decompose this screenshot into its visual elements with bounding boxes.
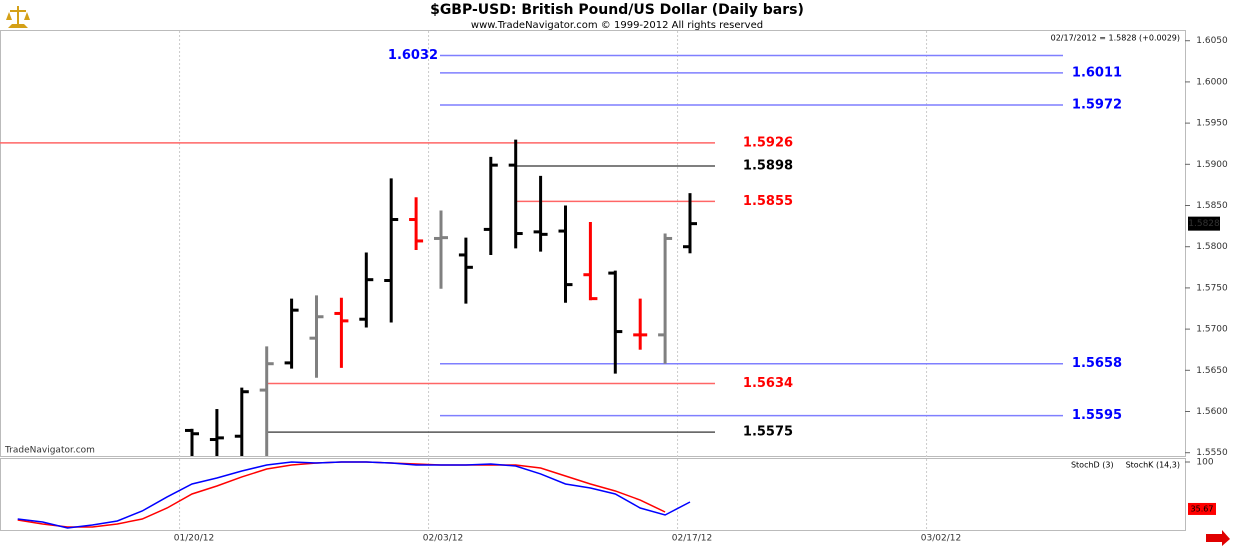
level-label: 1.5855: [743, 194, 793, 209]
stoch-line: [17, 461, 691, 529]
y-tick-label: 1.6000: [1196, 77, 1228, 87]
stoch-value-label: 35.67: [1191, 504, 1214, 513]
x-tick-label: 01/20/12: [174, 534, 214, 544]
level-label: 1.5926: [743, 135, 793, 150]
legend-label: StochK (14,3): [1126, 461, 1180, 470]
stoch-value-box: [1188, 502, 1216, 515]
bars: [185, 139, 697, 456]
y-tick-label: 1.6050: [1196, 36, 1228, 46]
x-tick-label: 02/17/12: [672, 534, 712, 544]
level-label: 1.5898: [743, 158, 793, 173]
y-tick-label: 1.5850: [1196, 201, 1228, 211]
level-label: 1.5658: [1072, 356, 1122, 371]
stoch-panel: [0, 458, 1186, 531]
x-tick-label: 03/02/12: [921, 534, 961, 544]
y-tick-label: 1.5600: [1196, 407, 1228, 417]
y-tick-label: 1.5800: [1196, 242, 1228, 252]
chart-subtitle: www.TradeNavigator.com © 1999-2012 All r…: [471, 20, 763, 31]
watermark: TradeNavigator.com: [4, 446, 95, 456]
x-tick-label: 02/03/12: [423, 534, 463, 544]
scroll-arrow[interactable]: [1206, 530, 1230, 546]
level-label: 1.6032: [388, 48, 438, 63]
level-label: 1.5595: [1072, 408, 1122, 423]
y-tick-label: 1.5700: [1196, 325, 1228, 335]
level-label: 1.6011: [1072, 65, 1122, 80]
level-label: 1.5634: [743, 376, 793, 391]
price-panel: [0, 30, 1186, 457]
y-tick-label: 1.5950: [1196, 119, 1228, 129]
level-label: 1.5972: [1072, 97, 1122, 112]
y-tick-label: 1.5750: [1196, 283, 1228, 293]
chart-title: $GBP-USD: British Pound/US Dollar (Daily…: [430, 2, 804, 18]
level-label: 1.5575: [743, 425, 793, 440]
y-tick-label: 1.5900: [1196, 160, 1228, 170]
legend-label: StochD (3): [1071, 461, 1114, 470]
y-tick-label: 1.5650: [1196, 366, 1228, 376]
last-price-label: 1.5828: [1188, 219, 1220, 229]
last-price-box: [1188, 216, 1220, 231]
logo-icon: [6, 6, 30, 28]
y-tick-label: 1.5550: [1196, 448, 1228, 458]
y-tick-label: 100: [1196, 458, 1213, 468]
quote: 02/17/2012 = 1.5828 (+0.0029): [1051, 34, 1180, 43]
